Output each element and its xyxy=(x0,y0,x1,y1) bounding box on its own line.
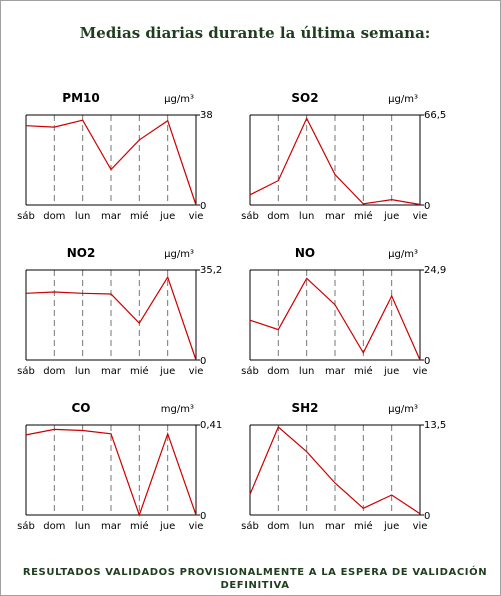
chart-unit: µg/m³ xyxy=(388,249,418,260)
x-tick-label: lun xyxy=(75,521,90,532)
x-tick-label: lun xyxy=(299,211,314,222)
y-min-label: 0 xyxy=(200,356,206,367)
x-tick-label: jue xyxy=(159,211,175,222)
series-line xyxy=(249,426,421,515)
x-tick-label: mié xyxy=(130,210,149,222)
chart-title: CO xyxy=(71,401,90,415)
y-max-label: 38 xyxy=(200,110,213,121)
y-max-label: 35,2 xyxy=(200,265,222,276)
x-tick-label: vie xyxy=(189,366,204,377)
chart-unit: mg/m³ xyxy=(161,404,194,415)
x-tick-label: lun xyxy=(299,366,314,377)
y-max-label: 24,9 xyxy=(424,265,446,276)
x-tick-label: jue xyxy=(159,521,175,532)
chart-title: PM10 xyxy=(62,91,99,105)
x-tick-label: mié xyxy=(354,520,373,532)
chart-unit: µg/m³ xyxy=(164,249,194,260)
series-line xyxy=(25,428,197,517)
y-min-label: 0 xyxy=(424,201,430,212)
chart-title: SO2 xyxy=(291,91,318,105)
chart-sh2: SH2 µg/m³ 13,5 0 sáb dom lun mar mié jue vie xyxy=(241,401,446,532)
x-tick-label: jue xyxy=(383,366,399,377)
chart-co: CO mg/m³ 0,41 0 sáb dom lun mar mié jue vie xyxy=(17,401,222,532)
x-tick-label: mar xyxy=(325,211,346,222)
x-tick-label: lun xyxy=(75,211,90,222)
x-tick-label: mié xyxy=(130,365,149,377)
x-tick-label: sáb xyxy=(17,520,35,532)
x-tick-label: sáb xyxy=(17,365,35,377)
y-min-label: 0 xyxy=(200,511,206,522)
x-tick-label: dom xyxy=(267,211,289,222)
y-max-label: 13,5 xyxy=(424,420,446,431)
chart-title: SH2 xyxy=(291,401,318,415)
footer-note: RESULTADOS VALIDADOS PROVISIONALMENTE A … xyxy=(22,567,488,591)
series-line xyxy=(249,277,421,361)
x-tick-label: dom xyxy=(43,211,65,222)
x-tick-label: jue xyxy=(159,366,175,377)
x-tick-label: sáb xyxy=(241,365,259,377)
x-tick-label: vie xyxy=(413,366,428,377)
x-tick-label: vie xyxy=(189,211,204,222)
x-tick-label: mié xyxy=(354,365,373,377)
y-max-label: 0,41 xyxy=(200,420,222,431)
x-tick-label: dom xyxy=(43,521,65,532)
x-tick-label: jue xyxy=(383,211,399,222)
y-max-label: 66,5 xyxy=(424,110,446,121)
y-min-label: 0 xyxy=(424,511,430,522)
chart-title: NO xyxy=(295,246,315,260)
x-tick-label: vie xyxy=(413,521,428,532)
series-line xyxy=(25,275,197,361)
chart-unit: µg/m³ xyxy=(388,94,418,105)
x-tick-label: mié xyxy=(354,210,373,222)
x-tick-label: mar xyxy=(101,211,122,222)
x-tick-label: vie xyxy=(189,521,204,532)
x-tick-label: sáb xyxy=(241,210,259,222)
x-tick-label: vie xyxy=(413,211,428,222)
x-tick-label: dom xyxy=(267,366,289,377)
chart-pm10: PM10 µg/m³ 38 0 sáb dom lun mar mié jue vie xyxy=(17,91,213,222)
x-tick-label: lun xyxy=(299,521,314,532)
chart-no2: NO2 µg/m³ 35,2 0 sáb dom lun mar mié jue vie xyxy=(17,246,222,377)
x-tick-label: mar xyxy=(325,366,346,377)
x-tick-label: dom xyxy=(267,521,289,532)
x-tick-label: mar xyxy=(325,521,346,532)
x-tick-label: lun xyxy=(75,366,90,377)
chart-unit: µg/m³ xyxy=(164,94,194,105)
x-tick-label: sáb xyxy=(241,520,259,532)
y-min-label: 0 xyxy=(424,356,430,367)
chart-unit: µg/m³ xyxy=(388,404,418,415)
x-tick-label: mié xyxy=(130,520,149,532)
series-line xyxy=(25,119,197,206)
y-min-label: 0 xyxy=(200,201,206,212)
chart-title: NO2 xyxy=(67,246,96,260)
series-line xyxy=(249,117,421,206)
x-tick-label: mar xyxy=(101,366,122,377)
x-tick-label: sáb xyxy=(17,210,35,222)
chart-no: NO µg/m³ 24,9 0 sáb dom lun mar mié jue vie xyxy=(241,246,446,377)
chart-so2: SO2 µg/m³ 66,5 0 sáb dom lun mar mié jue vie xyxy=(241,91,446,222)
page-title: Medias diarias durante la última semana: xyxy=(79,24,431,42)
x-tick-label: dom xyxy=(43,366,65,377)
x-tick-label: jue xyxy=(383,521,399,532)
x-tick-label: mar xyxy=(101,521,122,532)
